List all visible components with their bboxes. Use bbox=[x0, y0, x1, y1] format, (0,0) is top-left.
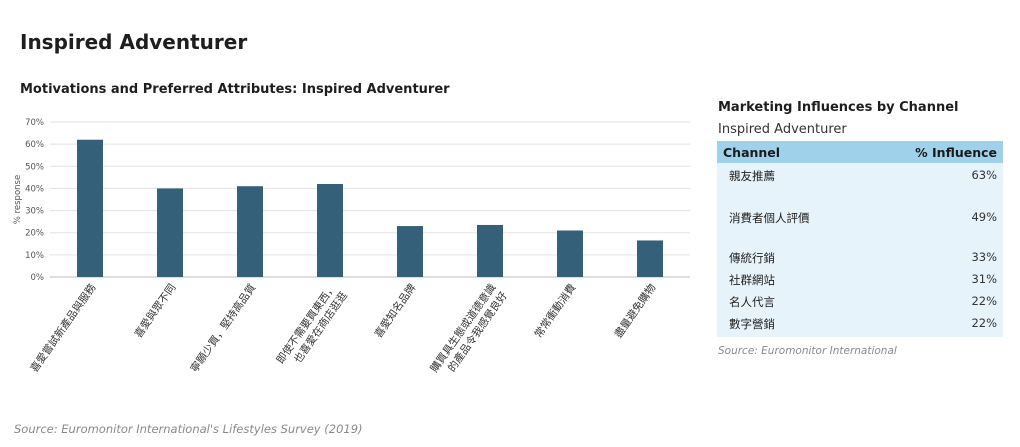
bar bbox=[317, 184, 343, 277]
x-tick-label-line: 常常衝動消費 bbox=[532, 281, 579, 340]
influence-cell: 31% bbox=[971, 272, 997, 286]
y-tick-label: 0% bbox=[31, 273, 45, 283]
y-tick-label: 40% bbox=[25, 184, 44, 194]
table-row: 消費者個人評價 49% bbox=[717, 205, 1003, 247]
bar bbox=[557, 230, 583, 277]
y-tick-label: 60% bbox=[25, 140, 44, 150]
influence-cell: 22% bbox=[971, 294, 997, 308]
x-tick-label-line: 喜愛知名品牌 bbox=[372, 281, 419, 340]
channel-cell: 消費者個人評價 bbox=[729, 211, 810, 225]
bar bbox=[157, 188, 183, 277]
x-tick-label-line: 寧願少買，堅持高品質 bbox=[188, 281, 259, 374]
channel-cell: 傳統行銷 bbox=[729, 251, 775, 265]
influence-cell: 33% bbox=[971, 250, 997, 264]
bar bbox=[237, 186, 263, 277]
x-tick-label: 常常衝動消費 bbox=[532, 281, 579, 340]
y-tick-label: 20% bbox=[25, 229, 44, 239]
marketing-influence-table: Channel % Influence 親友推薦 63% 消費者個人評價 49%… bbox=[717, 141, 1003, 337]
channel-cell: 名人代言 bbox=[729, 295, 775, 309]
channel-cell: 親友推薦 bbox=[729, 169, 775, 183]
bar bbox=[397, 226, 423, 277]
bar bbox=[637, 240, 663, 277]
y-tick-label: 10% bbox=[25, 251, 44, 261]
table-row: 名人代言 22% bbox=[717, 291, 1003, 313]
x-tick-label: 購買具生態或道德意識的產品令我感覺良好 bbox=[428, 281, 511, 383]
y-tick-label: 70% bbox=[25, 118, 44, 128]
y-tick-label: 50% bbox=[25, 162, 44, 172]
bar bbox=[477, 224, 503, 277]
table-row: 親友推薦 63% bbox=[717, 163, 1003, 205]
y-tick-label: 30% bbox=[25, 207, 44, 217]
x-tick-label-line: 喜愛嘗試新產品與服務 bbox=[28, 281, 99, 375]
side-table-subtitle: Inspired Adventurer bbox=[718, 122, 847, 137]
table-header-row: Channel % Influence bbox=[717, 141, 1003, 163]
table-row: 傳統行銷 33% bbox=[717, 247, 1003, 269]
channel-cell: 數字營銷 bbox=[729, 317, 775, 331]
table-row: 數字營銷 22% bbox=[717, 313, 1003, 337]
column-header-channel: Channel bbox=[717, 141, 864, 163]
x-tick-label: 寧願少買，堅持高品質 bbox=[188, 281, 259, 374]
x-tick-label-line: 喜愛與眾不同 bbox=[132, 281, 179, 340]
bar-chart: 0% 10% 20% 30% 40% 50% 60% 70% % response 喜愛嘗試新產品… bbox=[13, 118, 690, 383]
side-table-source: Source: Euromonitor International bbox=[718, 345, 897, 357]
x-tick-label: 喜愛嘗試新產品與服務 bbox=[28, 281, 99, 375]
side-table-title: Marketing Influences by Channel bbox=[718, 100, 959, 115]
influence-cell: 49% bbox=[971, 210, 997, 224]
influence-cell: 63% bbox=[971, 168, 997, 182]
column-header-influence: % Influence bbox=[863, 141, 1003, 163]
table-row: 社群網站 31% bbox=[717, 269, 1003, 291]
y-axis-label: % response bbox=[13, 175, 23, 224]
x-tick-label: 即使不需要買東西，也喜愛在商店逛逛 bbox=[274, 281, 351, 374]
chart-title: Motivations and Preferred Attributes: In… bbox=[20, 82, 450, 97]
page-title: Inspired Adventurer bbox=[20, 30, 248, 54]
channel-cell: 社群網站 bbox=[729, 273, 775, 287]
bar bbox=[77, 139, 103, 277]
influence-cell: 22% bbox=[971, 316, 997, 330]
x-tick-label: 喜愛知名品牌 bbox=[372, 281, 419, 340]
footer-source: Source: Euromonitor International's Life… bbox=[14, 422, 363, 436]
x-tick-label-line: 盡量避免購物 bbox=[612, 281, 659, 340]
x-tick-label: 盡量避免購物 bbox=[612, 281, 659, 340]
x-tick-label: 喜愛與眾不同 bbox=[132, 281, 179, 340]
